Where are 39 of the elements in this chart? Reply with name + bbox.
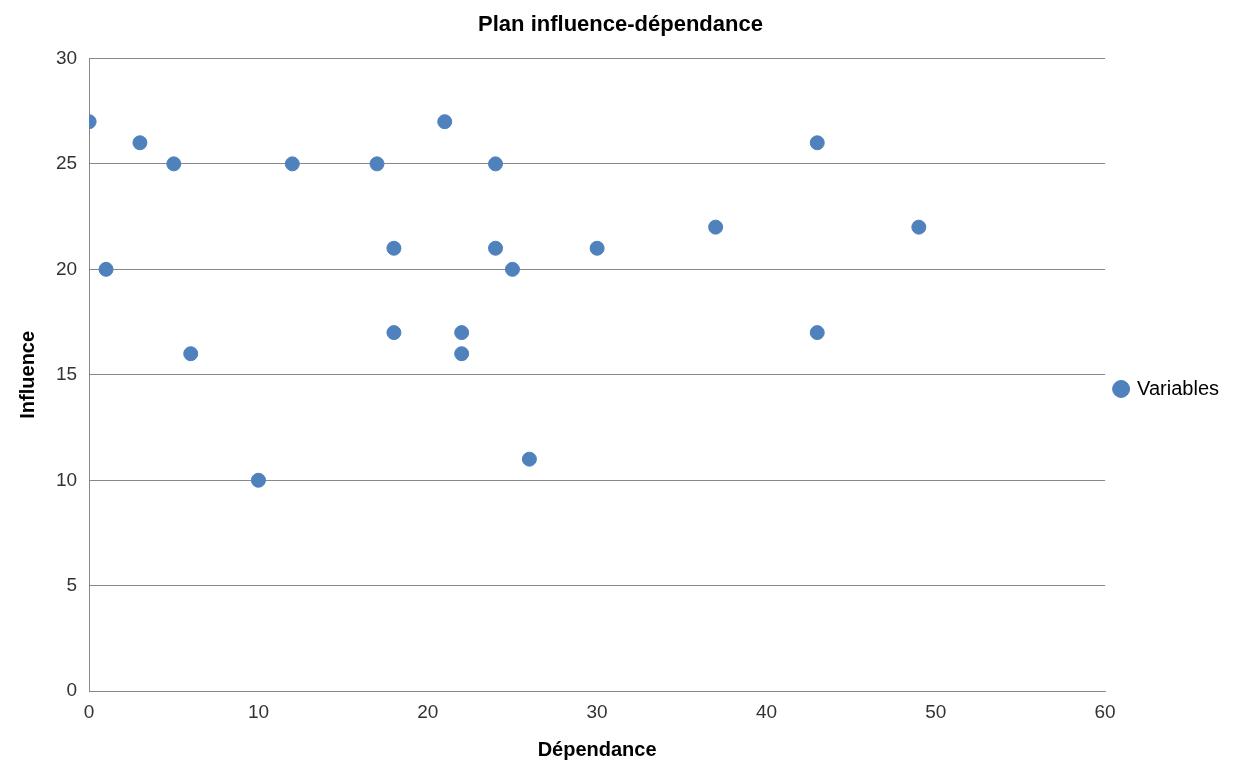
chart-title: Plan influence-dépendance [478, 11, 763, 37]
y-axis-title: Influence [15, 330, 38, 419]
x-tick-label: 30 [586, 700, 608, 722]
y-tick-label: 5 [66, 573, 78, 595]
y-tick-label: 0 [66, 679, 78, 701]
point [488, 240, 504, 256]
point [183, 346, 199, 362]
point [250, 472, 266, 488]
point [454, 325, 470, 341]
y-tick-label: 25 [55, 152, 78, 174]
y-tick-label: 20 [55, 257, 78, 279]
point [589, 240, 605, 256]
y-tick-label: 15 [55, 363, 78, 385]
x-tick-label: 10 [247, 700, 270, 722]
x-tick-label: 20 [417, 700, 439, 722]
point [132, 135, 148, 151]
point [454, 346, 470, 362]
y-tick-label: 10 [55, 468, 78, 490]
point [284, 156, 300, 172]
y-tick-label: 30 [55, 46, 78, 68]
point [708, 219, 724, 235]
point [98, 261, 114, 277]
x-tick-label: 60 [1094, 700, 1116, 722]
x-tick-label: 0 [83, 700, 95, 722]
point [369, 156, 385, 172]
point [437, 114, 453, 130]
x-tick-label: 40 [755, 700, 778, 722]
point [809, 325, 825, 341]
x-tick-label: 50 [925, 700, 947, 722]
point [809, 135, 825, 151]
point [166, 156, 182, 172]
point [488, 156, 504, 172]
legend-label: Variables [1137, 376, 1220, 399]
x-axis-title: Dépendance [537, 737, 657, 760]
point [386, 325, 402, 341]
point [911, 219, 927, 235]
point [521, 451, 537, 467]
point [386, 240, 402, 256]
point [504, 261, 520, 277]
